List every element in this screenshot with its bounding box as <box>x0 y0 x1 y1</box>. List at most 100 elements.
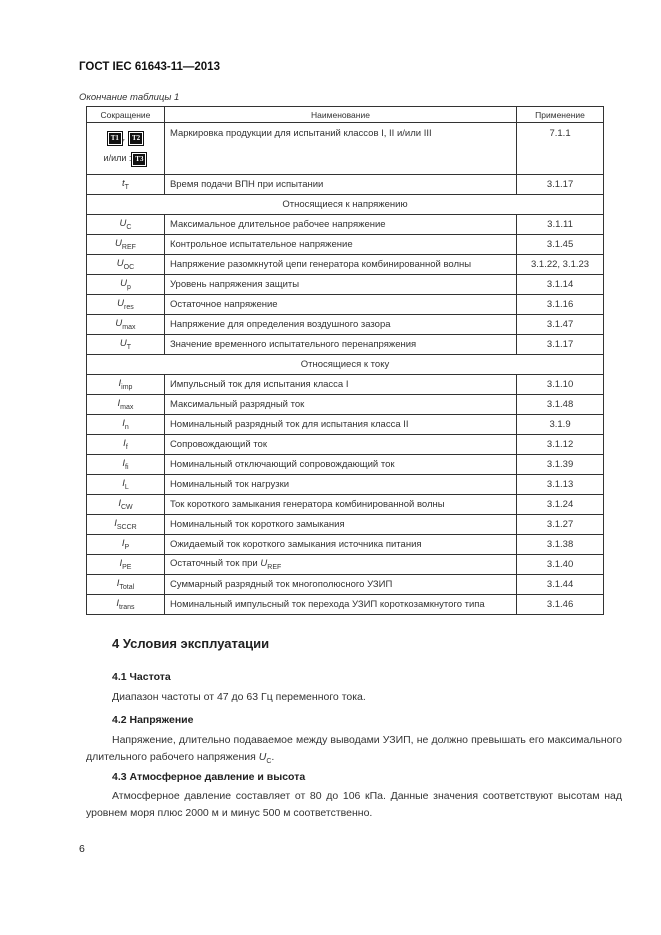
description-text: Сопровождающий ток <box>169 439 267 450</box>
abbreviation-cell: ICW <box>86 494 165 515</box>
symbol-letter: U <box>115 318 123 330</box>
description-cell: Уровень напряжения защиты <box>163 274 518 295</box>
symbol-subscript: CW <box>120 503 133 511</box>
table-row: Imax Максимальный разрядный ток 3.1.48 <box>86 394 604 415</box>
t1-mark-icon: T1 <box>106 131 123 146</box>
section-4-2-text: Напряжение, длительно подаваемое между в… <box>86 732 622 770</box>
application-cell: 3.1.17 <box>516 174 604 195</box>
symbol-letter: U <box>115 238 122 250</box>
abbreviations-table: Сокращение Наименование Применение T1, T… <box>86 106 604 615</box>
description-cell: Время подачи ВПН при испытании <box>163 174 518 195</box>
symbol-letter: I <box>121 538 125 550</box>
description-text: Ожидаемый ток короткого замыкания источн… <box>169 539 422 550</box>
application-cell: 3.1.9 <box>516 414 604 435</box>
symbol-subscript: REF <box>121 243 136 251</box>
table-section-row: Относящиеся к напряжению <box>86 194 604 215</box>
application-cell: 3.1.17 <box>516 334 604 355</box>
symbol-subscript: fi <box>125 463 129 471</box>
symbol-subscript: L <box>124 483 129 491</box>
description-cell: Номинальный импульсный ток перехода УЗИП… <box>163 594 518 615</box>
table-row: UREF Контрольное испытательное напряжени… <box>86 234 604 255</box>
description-cell: Сопровождающий ток <box>163 434 518 455</box>
application-cell: 3.1.16 <box>516 294 604 315</box>
description-cell: Максимальное длительное рабочее напряжен… <box>163 214 518 235</box>
description-cell: Импульсный ток для испытания класса I <box>163 374 518 395</box>
description-cell: Ожидаемый ток короткого замыкания источн… <box>163 534 518 555</box>
application-cell: 3.1.38 <box>516 534 604 555</box>
description-text: Номинальный импульсный ток перехода УЗИП… <box>169 599 485 610</box>
application-cell: 3.1.47 <box>516 314 604 335</box>
description-text: Контрольное испытательное напряжение <box>169 239 353 250</box>
document-header: ГОСТ IEC 61643-11—2013 <box>79 61 220 73</box>
section-4-title: 4 Условия эксплуатации <box>112 636 270 651</box>
table-row: UOC Напряжение разомкнутой цепи генерато… <box>86 254 604 275</box>
application-cell: 3.1.12 <box>516 434 604 455</box>
abbreviation-cell: Umax <box>86 314 165 335</box>
symbol-letter: U <box>117 298 125 310</box>
section-4-1-title: 4.1 Частота <box>112 671 171 683</box>
table-row: ISCCR Номинальный ток короткого замыкани… <box>86 514 604 535</box>
symbol-letter: U <box>260 558 268 570</box>
application-cell: 3.1.46 <box>516 594 604 615</box>
application-cell: 3.1.45 <box>516 234 604 255</box>
or-text: и/или : <box>103 153 132 163</box>
column-header-abbreviation: Сокращение <box>86 106 165 123</box>
description-text: Остаточный ток при <box>169 558 261 570</box>
abbreviation-cell: Iimp <box>86 374 165 395</box>
description-cell: Номинальный разрядный ток для испытания … <box>163 414 518 435</box>
table-section-row: Относящиеся к току <box>86 354 604 375</box>
table-row: UT Значение временного испытательного пе… <box>86 334 604 355</box>
symbol-letter: U <box>116 258 124 270</box>
symbol-letter: I <box>122 418 125 430</box>
table-row: Umax Напряжение для определения воздушно… <box>86 314 604 335</box>
section-4-2-text-end: . <box>271 751 275 763</box>
abbreviation-cell: Imax <box>86 394 165 415</box>
application-cell: 3.1.48 <box>516 394 604 415</box>
abbreviation-cell: UC <box>86 214 165 235</box>
symbol-subscript: OC <box>123 263 135 271</box>
symbol-subscript: REF <box>267 563 282 571</box>
symbol-subscript: imp <box>121 383 133 391</box>
description-text: Уровень напряжения защиты <box>169 279 300 290</box>
symbol-letter: I <box>119 558 123 570</box>
description-cell: Номинальный отключающий сопровождающий т… <box>163 454 518 475</box>
description-text: Импульсный ток для испытания класса I <box>169 379 349 390</box>
table-row: Iimp Импульсный ток для испытания класса… <box>86 374 604 395</box>
symbol-subscript: trans <box>119 603 135 611</box>
abbreviation-cell: IP <box>86 534 165 555</box>
symbol-subscript: P <box>124 543 130 551</box>
description-cell: Напряжение для определения воздушного за… <box>163 314 518 335</box>
abbreviation-cell: IL <box>86 474 165 495</box>
description-text: Напряжение разомкнутой цепи генератора к… <box>169 259 472 270</box>
description-text: Значение временного испытательного перен… <box>169 339 417 350</box>
symbol-letter: I <box>118 498 121 510</box>
abbreviation-cell: Itrans <box>86 594 165 615</box>
application-cell: 3.1.40 <box>516 554 604 575</box>
symbol-letter: U <box>120 278 127 290</box>
section-4-3-title: 4.3 Атмосферное давление и высота <box>112 771 306 783</box>
table-row: In Номинальный разрядный ток для испытан… <box>86 414 604 435</box>
t3-mark-icon: T3 <box>131 152 148 167</box>
symbol-letter: I <box>122 478 125 490</box>
symbol-subscript: T <box>126 343 132 351</box>
table-row: IL Номинальный ток нагрузки 3.1.13 <box>86 474 604 495</box>
symbol-subscript: res <box>124 303 134 311</box>
description-cell: Остаточное напряжение <box>163 294 518 315</box>
symbol-subscript: PE <box>122 563 132 571</box>
abbreviation-cell: tT <box>86 174 165 195</box>
table-row: ITotal Суммарный разрядный ток многополю… <box>86 574 604 595</box>
description-text: Остаточное напряжение <box>169 299 278 310</box>
abbreviation-cell: If <box>86 434 165 455</box>
description-text: Номинальный отключающий сопровождающий т… <box>169 459 395 470</box>
description-text: Номинальный ток нагрузки <box>169 479 290 490</box>
description-symbol: UREF <box>260 558 282 571</box>
application-cell: 3.1.10 <box>516 374 604 395</box>
symbol-subscript: max <box>120 403 134 411</box>
abbreviation-cell: ISCCR <box>86 514 165 535</box>
symbol-letter: t <box>122 178 125 190</box>
symbol-letter: U <box>119 218 127 230</box>
description-cell: Контрольное испытательное напряжение <box>163 234 518 255</box>
symbol-subscript: n <box>124 423 129 431</box>
t2-mark-icon: T2 <box>128 131 145 146</box>
symbol-letter: U <box>119 338 127 350</box>
